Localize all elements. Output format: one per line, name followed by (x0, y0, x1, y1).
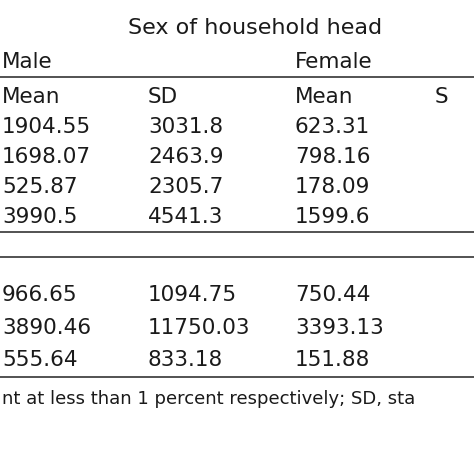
Text: 151.88: 151.88 (295, 350, 370, 370)
Text: 2463.9: 2463.9 (148, 147, 224, 167)
Text: Mean: Mean (2, 87, 61, 107)
Text: 798.16: 798.16 (295, 147, 371, 167)
Text: 4541.3: 4541.3 (148, 207, 223, 227)
Text: 525.87: 525.87 (2, 177, 78, 197)
Text: S: S (435, 87, 448, 107)
Text: 750.44: 750.44 (295, 285, 371, 305)
Text: 3031.8: 3031.8 (148, 117, 223, 137)
Text: Male: Male (2, 52, 53, 72)
Text: 1094.75: 1094.75 (148, 285, 237, 305)
Text: 1698.07: 1698.07 (2, 147, 91, 167)
Text: 3393.13: 3393.13 (295, 318, 384, 338)
Text: 1904.55: 1904.55 (2, 117, 91, 137)
Text: 623.31: 623.31 (295, 117, 370, 137)
Text: 3990.5: 3990.5 (2, 207, 77, 227)
Text: Female: Female (295, 52, 373, 72)
Text: 2305.7: 2305.7 (148, 177, 223, 197)
Text: 555.64: 555.64 (2, 350, 78, 370)
Text: 833.18: 833.18 (148, 350, 223, 370)
Text: nt at less than 1 percent respectively; SD, sta: nt at less than 1 percent respectively; … (2, 390, 415, 408)
Text: 178.09: 178.09 (295, 177, 370, 197)
Text: Sex of household head: Sex of household head (128, 18, 382, 38)
Text: 11750.03: 11750.03 (148, 318, 250, 338)
Text: 1599.6: 1599.6 (295, 207, 371, 227)
Text: SD: SD (148, 87, 178, 107)
Text: Mean: Mean (295, 87, 354, 107)
Text: 966.65: 966.65 (2, 285, 78, 305)
Text: 3890.46: 3890.46 (2, 318, 91, 338)
